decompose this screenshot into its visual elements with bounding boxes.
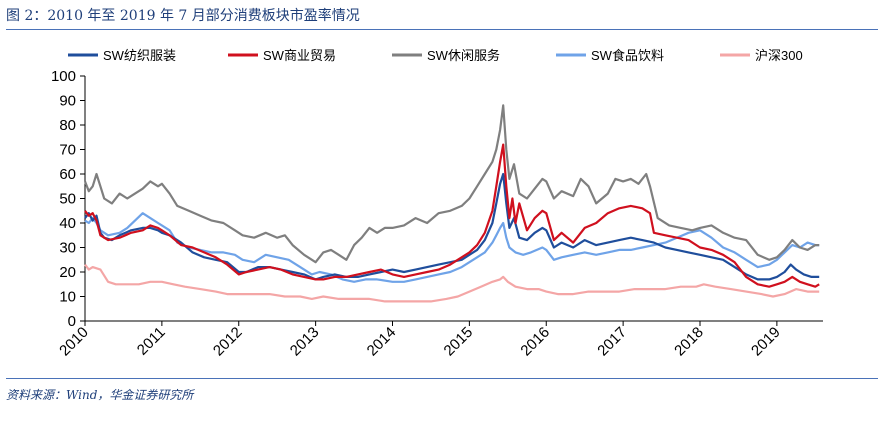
y-tick-label: 60 <box>59 166 76 183</box>
x-tick-label: 2015 <box>441 324 477 360</box>
title-divider <box>6 29 878 30</box>
figure-title: 图 2：2010 年至 2019 年 7 月部分消费板块市盈率情况 <box>6 8 360 24</box>
chart-legend: SW纺织服装 SW商业贸易 SW休闲服务 SW食品饮料 沪深300 <box>68 48 803 63</box>
x-tick-label: 2018 <box>671 324 707 360</box>
chart-axes: 0 10 20 30 40 50 60 70 80 90 100 2010 2011 2012 2013 20… <box>51 68 823 359</box>
y-tick-label: 80 <box>59 117 76 134</box>
y-tick-label: 90 <box>59 93 76 110</box>
legend-label: SW食品饮料 <box>591 48 664 63</box>
x-tick-label: 2012 <box>210 324 246 360</box>
y-tick-label: 40 <box>59 215 76 232</box>
x-tick-label: 2014 <box>364 324 400 360</box>
series-line-3 <box>84 212 820 283</box>
series-line-1 <box>84 143 820 288</box>
source-note: 资料来源：Wind，华金证券研究所 <box>6 388 194 402</box>
series-line-2 <box>83 104 820 264</box>
x-tick-label: 2016 <box>517 324 553 360</box>
source-divider <box>6 378 878 379</box>
x-tick-label: 2013 <box>287 324 323 360</box>
y-tick-label: 10 <box>59 289 76 306</box>
legend-label: SW商业贸易 <box>263 48 336 63</box>
x-tick-label: 2017 <box>594 324 630 360</box>
pe-ratio-line-chart: 0 10 20 30 40 50 60 70 80 90 100 2010 2011 2012 2013 20… <box>51 48 823 359</box>
y-tick-label: 30 <box>59 240 76 257</box>
x-tick-label: 2019 <box>748 324 784 360</box>
series-line-4 <box>84 263 820 303</box>
y-tick-label: 0 <box>68 313 76 330</box>
y-tick-label: 100 <box>51 68 76 85</box>
series-lines <box>83 104 820 303</box>
y-tick-label: 50 <box>59 191 76 208</box>
x-tick-label: 2010 <box>56 324 92 360</box>
legend-label: SW纺织服装 <box>103 48 176 63</box>
legend-label: SW休闲服务 <box>427 48 500 63</box>
y-tick-label: 70 <box>59 142 76 159</box>
legend-label: 沪深300 <box>755 48 803 63</box>
y-tick-label: 20 <box>59 264 76 281</box>
x-tick-label: 2011 <box>134 324 169 359</box>
